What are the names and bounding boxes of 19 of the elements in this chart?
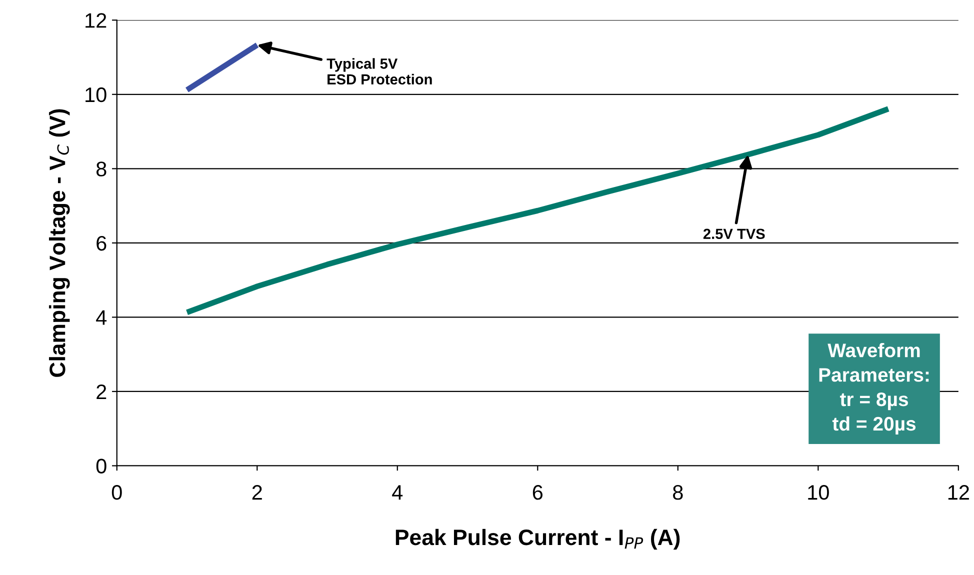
x-tick-label: 8 xyxy=(673,485,683,500)
x-tick-label: 6 xyxy=(532,485,543,500)
y-axis-title: Clamping Voltage - V$_{C}$ (V) xyxy=(48,109,70,377)
annotation: Typical 5V ESD Protection xyxy=(326,58,432,85)
annotation: Waveform Parameters: tr = 8µs td = 20µs xyxy=(819,343,929,435)
y-tick-label: 0 xyxy=(96,458,106,474)
y-tick-label: 4 xyxy=(96,310,107,325)
x-tick-label: 4 xyxy=(392,485,403,500)
y-tick-label: 8 xyxy=(96,162,106,176)
annotation: 2.5V TVS xyxy=(703,228,765,240)
y-tick-label: 10 xyxy=(86,87,106,102)
x-tick-label: 2 xyxy=(252,485,262,500)
y-tick-label: 12 xyxy=(86,13,106,28)
y-tick-label: 2 xyxy=(96,384,106,400)
x-tick-label: 0 xyxy=(112,485,122,500)
x-axis-title: Peak Pulse Current - I$_{PP}$ (A) xyxy=(396,528,680,550)
x-tick-label: 10 xyxy=(808,485,829,500)
x-tick-label: 12 xyxy=(948,485,969,500)
y-tick-label: 6 xyxy=(96,236,106,251)
